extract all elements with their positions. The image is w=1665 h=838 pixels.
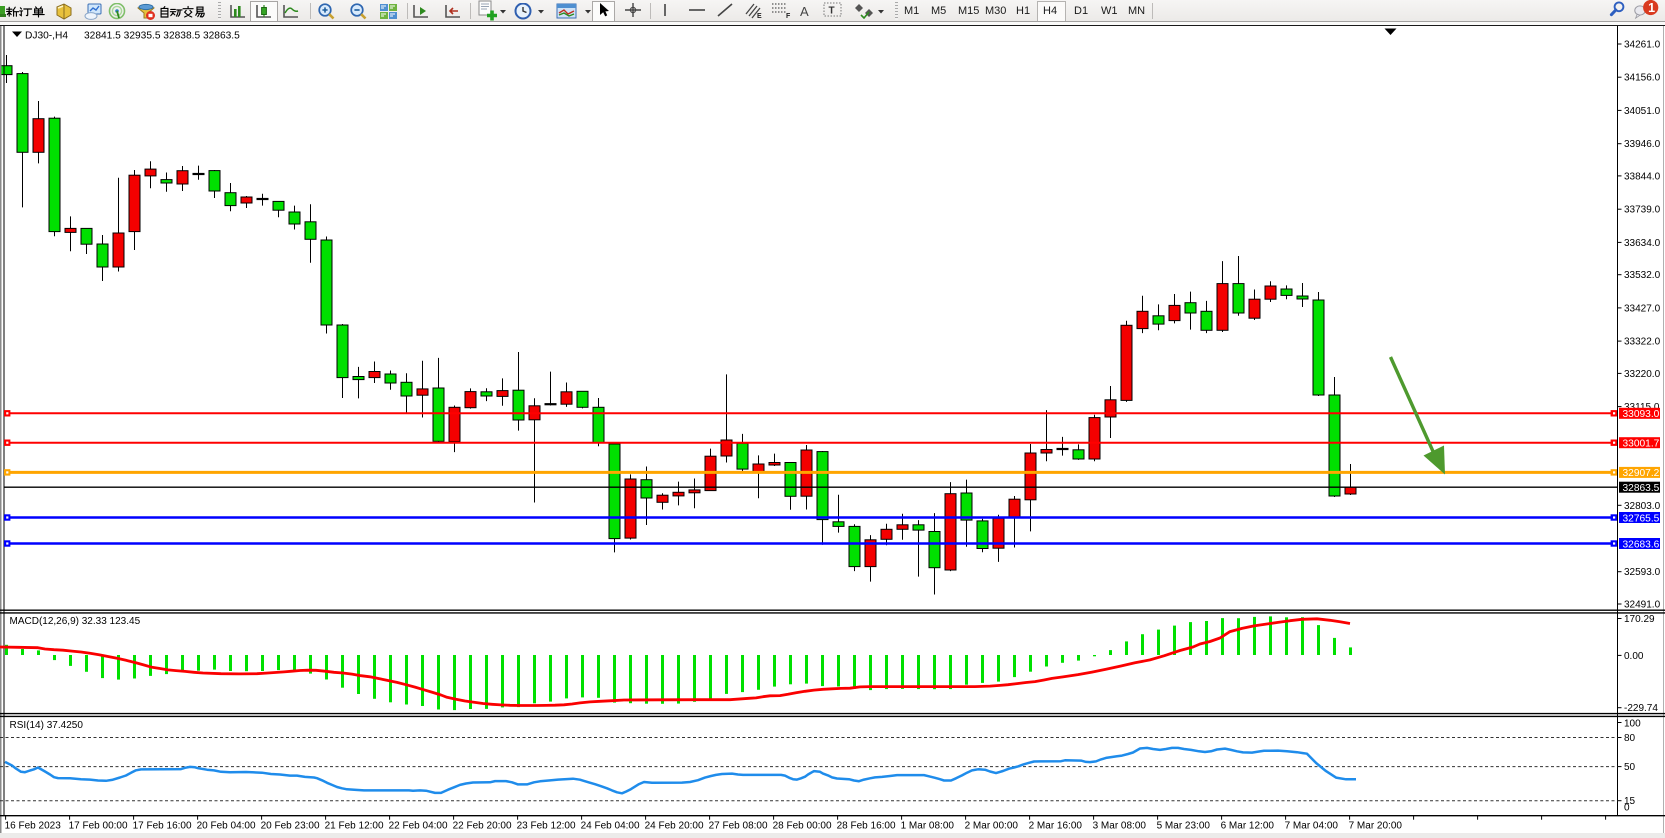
svg-text:80: 80 — [1624, 733, 1636, 744]
svg-text:32841.5 32935.5 32838.5 32863.: 32841.5 32935.5 32838.5 32863.5 — [84, 31, 240, 42]
svg-text:7 Mar 04:00: 7 Mar 04:00 — [1285, 821, 1339, 832]
svg-text:7 Mar 20:00: 7 Mar 20:00 — [1349, 821, 1403, 832]
svg-text:32593.0: 32593.0 — [1624, 567, 1661, 578]
svg-text:24 Feb 20:00: 24 Feb 20:00 — [645, 821, 704, 832]
svg-text:33946.0: 33946.0 — [1624, 139, 1661, 150]
svg-text:34051.0: 34051.0 — [1624, 106, 1661, 117]
svg-text:34156.0: 34156.0 — [1624, 73, 1661, 84]
svg-text:28 Feb 00:00: 28 Feb 00:00 — [773, 821, 832, 832]
svg-text:1: 1 — [1648, 1, 1655, 15]
svg-text:6 Mar 12:00: 6 Mar 12:00 — [1221, 821, 1275, 832]
svg-text:33322.0: 33322.0 — [1624, 337, 1661, 348]
svg-text:17 Feb 16:00: 17 Feb 16:00 — [133, 821, 192, 832]
svg-text:32907.2: 32907.2 — [1623, 468, 1660, 479]
svg-text:170.29: 170.29 — [1624, 614, 1655, 625]
svg-text:32765.5: 32765.5 — [1623, 513, 1660, 524]
svg-text:2 Mar 00:00: 2 Mar 00:00 — [965, 821, 1019, 832]
svg-text:24 Feb 04:00: 24 Feb 04:00 — [581, 821, 640, 832]
svg-text:-229.74: -229.74 — [1624, 703, 1658, 714]
svg-text:F: F — [786, 13, 791, 19]
svg-text:33844.0: 33844.0 — [1624, 171, 1661, 182]
svg-text:33220.0: 33220.0 — [1624, 369, 1661, 380]
svg-text:32863.5: 32863.5 — [1623, 483, 1660, 494]
svg-text:32491.0: 32491.0 — [1624, 600, 1661, 611]
svg-text:33115.0: 33115.0 — [1624, 402, 1660, 413]
svg-text:21 Feb 12:00: 21 Feb 12:00 — [325, 821, 384, 832]
svg-text:32803.0: 32803.0 — [1624, 501, 1661, 512]
svg-text:16 Feb 2023: 16 Feb 2023 — [5, 821, 62, 832]
svg-text:33093.0: 33093.0 — [1623, 409, 1660, 420]
svg-text:15: 15 — [1624, 796, 1636, 807]
svg-text:17 Feb 00:00: 17 Feb 00:00 — [69, 821, 128, 832]
svg-text:33001.7: 33001.7 — [1623, 439, 1660, 450]
svg-text:1 Mar 08:00: 1 Mar 08:00 — [901, 821, 955, 832]
svg-text:MACD(12,26,9) 32.33 123.45: MACD(12,26,9) 32.33 123.45 — [10, 616, 141, 627]
svg-text:50: 50 — [1624, 762, 1636, 773]
svg-text:100: 100 — [1624, 719, 1641, 730]
svg-text:RSI(14) 37.4250: RSI(14) 37.4250 — [10, 720, 84, 731]
svg-text:5 Mar 23:00: 5 Mar 23:00 — [1157, 821, 1211, 832]
svg-text:34261.0: 34261.0 — [1624, 40, 1661, 51]
svg-text:33532.0: 33532.0 — [1624, 270, 1661, 281]
svg-text:32683.6: 32683.6 — [1623, 539, 1660, 550]
svg-text:2 Mar 16:00: 2 Mar 16:00 — [1029, 821, 1083, 832]
svg-text:20 Feb 23:00: 20 Feb 23:00 — [261, 821, 320, 832]
svg-text:33427.0: 33427.0 — [1624, 303, 1661, 314]
svg-text:T: T — [829, 6, 835, 17]
svg-text:22 Feb 04:00: 22 Feb 04:00 — [389, 821, 448, 832]
svg-text:20 Feb 04:00: 20 Feb 04:00 — [197, 821, 256, 832]
svg-text:27 Feb 08:00: 27 Feb 08:00 — [709, 821, 768, 832]
svg-text:33739.0: 33739.0 — [1624, 205, 1661, 216]
svg-text:0: 0 — [1624, 802, 1630, 813]
svg-text:28 Feb 16:00: 28 Feb 16:00 — [837, 821, 896, 832]
svg-text:22 Feb 20:00: 22 Feb 20:00 — [453, 821, 512, 832]
svg-text:0.00: 0.00 — [1624, 651, 1644, 662]
svg-text:DJ30-,H4: DJ30-,H4 — [25, 31, 68, 42]
svg-text:E: E — [757, 13, 762, 19]
svg-text:23 Feb 12:00: 23 Feb 12:00 — [517, 821, 576, 832]
svg-text:3 Mar 08:00: 3 Mar 08:00 — [1093, 821, 1147, 832]
svg-text:33634.0: 33634.0 — [1624, 238, 1661, 249]
